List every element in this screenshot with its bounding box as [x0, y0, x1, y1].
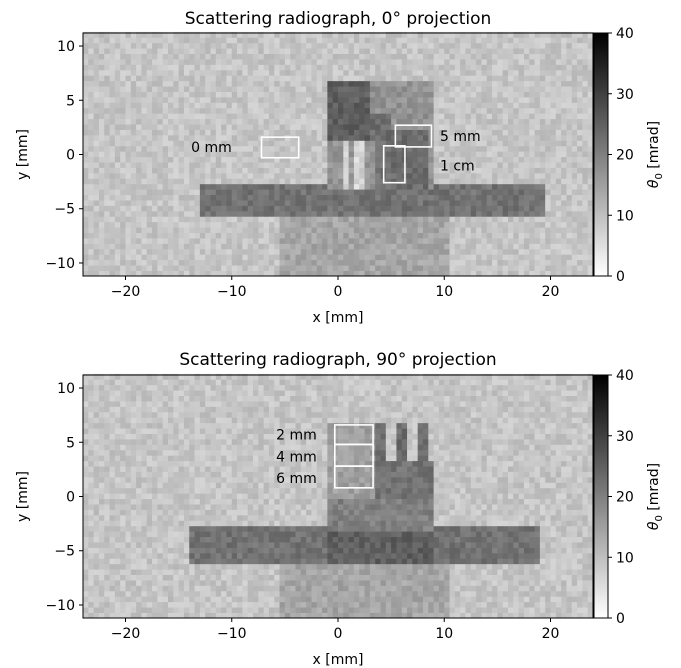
panel-0deg: 0 mm 5 mm 1 cm −20 −10 0 10 20 −10 −5 0 5 10 Scatteri… — [15, 9, 665, 326]
y-tick-label: 0 — [66, 148, 75, 164]
chart-title: Scattering radiograph, 0° projection — [185, 9, 492, 29]
y-tick-label: 10 — [57, 39, 75, 55]
colorbar-tick-label: 20 — [616, 148, 634, 164]
y-tick-label: −10 — [45, 598, 75, 614]
colorbar-tick-label: 40 — [616, 26, 634, 42]
x-tick-label: 0 — [334, 284, 343, 300]
y-tick-label: 10 — [57, 381, 75, 397]
heatmap-image — [83, 373, 594, 619]
y-axis-label: y [mm] — [15, 471, 31, 522]
annotation-label-1: 4 mm — [276, 449, 317, 465]
annotation-box-2 — [334, 465, 374, 489]
annotation-box-1 — [394, 124, 433, 148]
x-tick-label: −10 — [217, 626, 247, 642]
y-tick-label: −5 — [54, 202, 75, 218]
y-tick-label: 0 — [66, 490, 75, 506]
panel-90deg: 2 mm 4 mm 6 mm −20 −10 0 10 20 −10 −5 0 5 10 Scatteri… — [15, 350, 665, 668]
colorbar-tick-label: 30 — [616, 429, 634, 445]
annotation-label-1: 5 mm — [440, 129, 481, 145]
colorbar: 0 10 20 30 40 θ0 [mrad] — [593, 368, 665, 627]
colorbar: 0 10 20 30 40 θ0 [mrad] — [593, 26, 665, 285]
colorbar-tick-label: 20 — [616, 490, 634, 506]
annotation-label-2: 1 cm — [440, 158, 475, 174]
colorbar-gradient — [593, 374, 609, 619]
x-tick-label: 0 — [334, 626, 343, 642]
colorbar-tick-label: 0 — [616, 611, 625, 627]
colorbar-tick-label: 10 — [616, 208, 634, 224]
y-tick-label: −10 — [45, 256, 75, 272]
x-axis-label: x [mm] — [313, 310, 364, 326]
chart-title: Scattering radiograph, 90° projection — [179, 350, 496, 370]
x-tick-label: 10 — [435, 284, 453, 300]
annotation-box-2 — [382, 145, 406, 184]
x-tick-label: 20 — [542, 284, 560, 300]
x-axis-label: x [mm] — [313, 652, 364, 668]
y-tick-label: −5 — [54, 544, 75, 560]
colorbar-tick-label: 30 — [616, 87, 634, 103]
heatmap-image — [83, 31, 594, 277]
annotation-box-0 — [260, 136, 300, 159]
colorbar-tick-label: 0 — [616, 269, 625, 285]
x-tick-label: −10 — [217, 284, 247, 300]
annotation-label-2: 6 mm — [276, 471, 317, 487]
y-tick-label: 5 — [66, 435, 75, 451]
y-tick-label: 5 — [66, 93, 75, 109]
annotation-label-0: 0 mm — [191, 140, 232, 156]
x-tick-label: −20 — [111, 626, 141, 642]
colorbar-label: θ0 [mrad] — [646, 463, 665, 530]
colorbar-tick-label: 40 — [616, 368, 634, 384]
colorbar-gradient — [593, 32, 609, 277]
x-tick-label: −20 — [111, 284, 141, 300]
colorbar-label: θ0 [mrad] — [646, 121, 665, 188]
colorbar-tick-label: 10 — [616, 550, 634, 566]
annotation-label-0: 2 mm — [276, 428, 317, 444]
y-axis-label: y [mm] — [15, 129, 31, 180]
x-tick-label: 20 — [542, 626, 560, 642]
x-tick-label: 10 — [435, 626, 453, 642]
